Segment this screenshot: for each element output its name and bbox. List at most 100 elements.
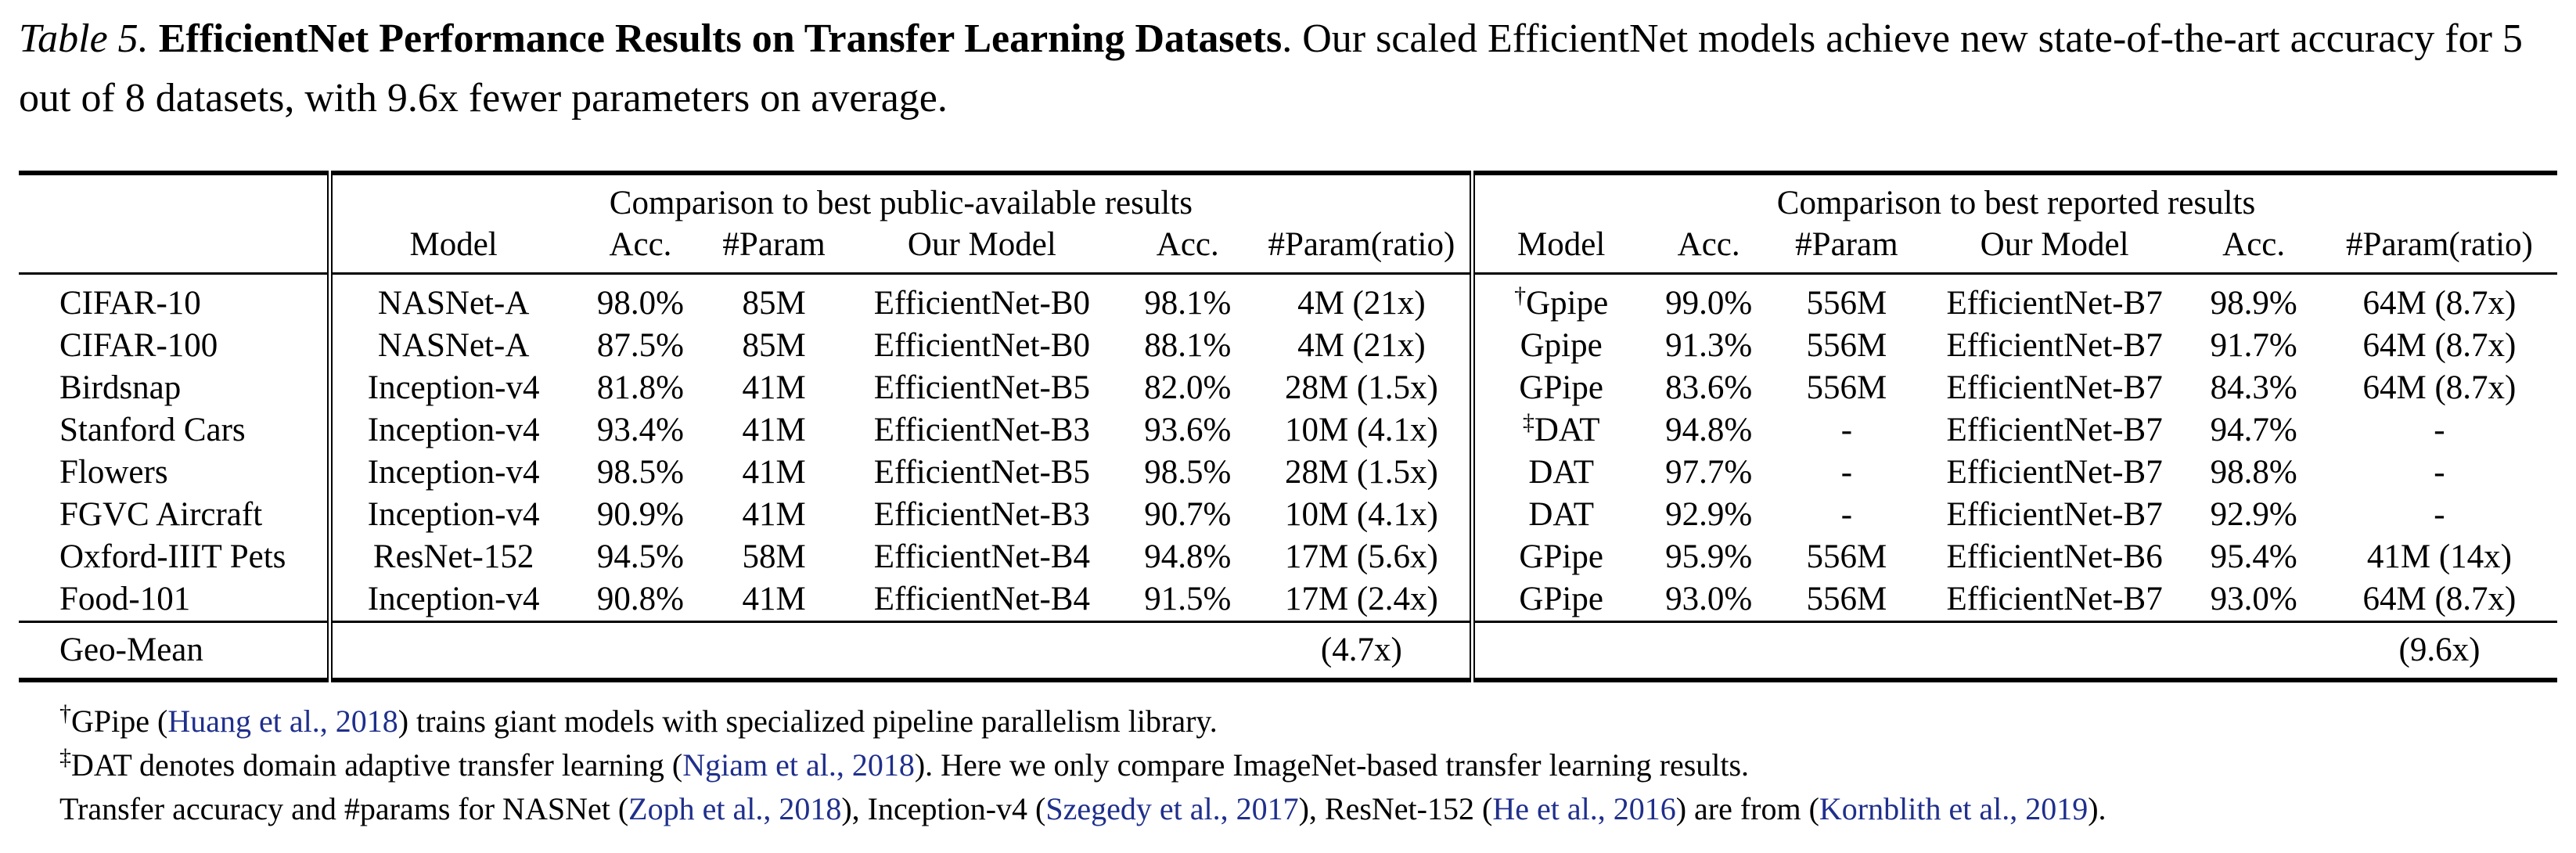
header-cell: #Param	[1795, 226, 1898, 263]
table-cell: 87.5%	[596, 327, 684, 364]
header-rule	[19, 272, 2557, 283]
table-cell: 64M (8.7x)	[2362, 369, 2517, 406]
geo-mean-public: (4.7x)	[1253, 621, 1473, 680]
table-cell: 17M (5.6x)	[1284, 538, 1438, 575]
citation-link[interactable]: Kornblith et al., 2019	[1819, 791, 2089, 826]
table-cell: 95.4%	[2210, 538, 2297, 575]
table-cell: 90.9%	[596, 496, 684, 533]
dagger-mark: †	[59, 700, 71, 726]
header-cell: Our Model	[1980, 226, 2129, 263]
table-cell: 64M (8.7x)	[2362, 581, 2517, 617]
dataset-name: Food-101	[59, 581, 191, 617]
cell-text: Gpipe	[1526, 285, 1609, 322]
dataset-name: CIFAR-10	[59, 285, 201, 322]
table-cell: GPipe	[1470, 536, 1648, 578]
table-row: CIFAR-10 NASNet-A 98.0% 85M EfficientNet…	[19, 283, 2557, 325]
cell-text: DAT	[1534, 412, 1600, 448]
note-text: Transfer accuracy and #params for NASNet…	[59, 791, 629, 826]
table-cell: EfficientNet-B5	[873, 454, 1090, 491]
table-cell: 64M (8.7x)	[2362, 327, 2517, 364]
table-cell: EfficientNet-B3	[873, 496, 1090, 533]
table-cell: 91.5%	[1144, 581, 1232, 617]
dataset-name: Birdsnap	[59, 369, 182, 406]
note-text: DAT denotes domain adaptive transfer lea…	[71, 747, 683, 783]
table-cell: 556M	[1806, 369, 1887, 406]
dataset-name: Flowers	[59, 454, 168, 491]
table-cell: 41M (14x)	[2366, 538, 2512, 575]
table-cell: EfficientNet-B4	[873, 581, 1090, 617]
table-cell: 93.6%	[1144, 412, 1232, 448]
geo-mean-label: Geo-Mean	[19, 621, 330, 680]
table-cell: 4M (21x)	[1297, 327, 1426, 364]
table-cell: EfficientNet-B7	[1946, 496, 2163, 533]
table-cell: 41M	[742, 369, 806, 406]
header-cell: #Param	[722, 226, 826, 263]
table-cell: -	[1840, 496, 1853, 533]
table-cell: EfficientNet-B7	[1946, 327, 2163, 364]
table-row: Flowers Inception-v4 98.5% 41M Efficient…	[19, 452, 2557, 494]
table-row: Food-101 Inception-v4 90.8% 41M Efficien…	[19, 578, 2557, 622]
citation-link[interactable]: Ngiam et al., 2018	[682, 747, 915, 783]
table-cell: Gpipe	[1470, 325, 1648, 367]
header-cell: #Param(ratio)	[1268, 226, 1455, 263]
note-text: ). Here we only compare ImageNet-based t…	[914, 747, 1750, 783]
table-cell: EfficientNet-B7	[1946, 412, 2163, 448]
table-cell: Inception-v4	[326, 578, 575, 622]
table-row: Oxford-IIIT Pets ResNet-152 94.5% 58M Ef…	[19, 536, 2557, 578]
table-cell: 94.8%	[1665, 412, 1753, 448]
table-cell: 92.9%	[1665, 496, 1753, 533]
table-cell: EfficientNet-B4	[873, 538, 1090, 575]
table-cell: 91.7%	[2210, 327, 2297, 364]
dataset-name: FGVC Aircraft	[59, 496, 263, 533]
citation-link[interactable]: Huang et al., 2018	[167, 704, 398, 739]
note-text: ).	[2088, 791, 2106, 826]
table-cell: 4M (21x)	[1297, 285, 1426, 322]
table-cell: NASNet-A	[326, 283, 575, 325]
double-dagger-mark: ‡	[59, 744, 71, 770]
table-cell: 92.9%	[2210, 496, 2297, 533]
citation-link[interactable]: Szegedy et al., 2017	[1045, 791, 1299, 826]
header-cell: Model	[1470, 224, 1648, 274]
table-cell: 556M	[1806, 538, 1887, 575]
table-cell: 98.5%	[596, 454, 684, 491]
table-cell: 94.7%	[2210, 412, 2297, 448]
table-cell: †Gpipe	[1470, 283, 1648, 325]
table-cell: Inception-v4	[326, 452, 575, 494]
table-cell: 98.8%	[2210, 454, 2297, 491]
column-header-row: Model Acc. #Param Our Model Acc. #Param(…	[19, 224, 2557, 274]
table-cell: DAT	[1470, 452, 1648, 494]
geo-mean-reported: (9.6x)	[2321, 621, 2557, 680]
table-cell: ‡DAT	[1470, 409, 1648, 452]
citation-link[interactable]: Zoph et al., 2018	[628, 791, 842, 826]
table-cell: 556M	[1806, 327, 1887, 364]
double-dagger-mark: ‡	[1522, 409, 1534, 435]
note-text: ), ResNet-152 (	[1298, 791, 1493, 826]
dagger-mark: †	[1514, 283, 1527, 308]
table-cell: EfficientNet-B7	[1946, 581, 2163, 617]
caption-title: EfficientNet Performance Results on Tran…	[158, 16, 1283, 61]
table-cell: GPipe	[1470, 578, 1648, 622]
footnote-dat: ‡DAT denotes domain adaptive transfer le…	[59, 743, 2106, 787]
table-caption: Table 5. EfficientNet Performance Result…	[19, 9, 2557, 128]
group-header-row: Comparison to best public-available resu…	[19, 183, 2557, 224]
table-cell: 41M	[742, 454, 806, 491]
table-cell: GPipe	[1470, 367, 1648, 409]
table-cell: 82.0%	[1144, 369, 1232, 406]
table-cell: 85M	[742, 285, 806, 322]
table-cell: 94.8%	[1144, 538, 1232, 575]
table-cell: 94.5%	[596, 538, 684, 575]
table-cell: EfficientNet-B0	[873, 285, 1090, 322]
citation-link[interactable]: He et al., 2016	[1492, 791, 1676, 826]
table-cell: NASNet-A	[326, 325, 575, 367]
table-cell: EfficientNet-B6	[1946, 538, 2163, 575]
bottom-rule	[19, 678, 2557, 685]
table-cell: 556M	[1806, 581, 1887, 617]
header-cell: Acc.	[1156, 226, 1219, 263]
dataset-name: Stanford Cars	[59, 412, 246, 448]
table-cell: 95.9%	[1665, 538, 1753, 575]
header-cell: #Param(ratio)	[2346, 226, 2533, 263]
table-cell: Inception-v4	[326, 367, 575, 409]
table-footnotes: †GPipe (Huang et al., 2018) trains giant…	[59, 700, 2106, 831]
table-cell: 64M (8.7x)	[2362, 285, 2517, 322]
header-cell: Acc.	[2222, 226, 2286, 263]
